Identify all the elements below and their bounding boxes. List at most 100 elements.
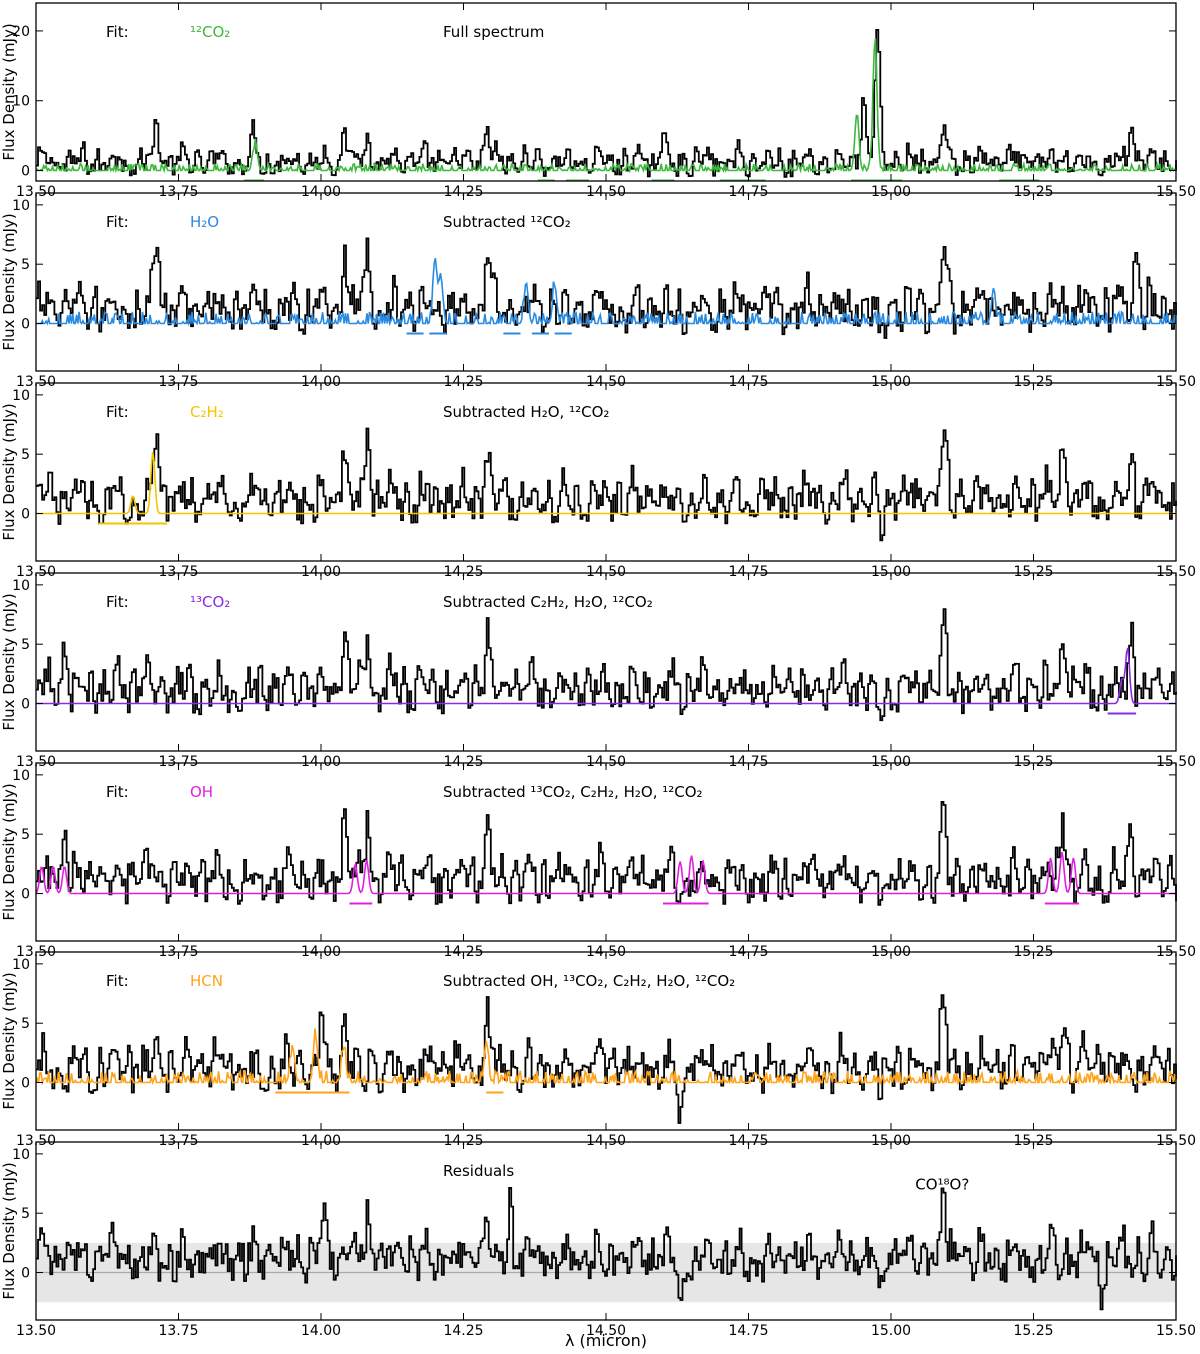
x-tick-label: 13.75 (158, 184, 198, 200)
fit-prefix: Fit: (106, 403, 129, 421)
x-tick-label: 15.50 (1156, 754, 1196, 770)
panel-title: Subtracted ¹³CO₂, C₂H₂, H₂O, ¹²CO₂ (443, 783, 703, 801)
x-tick-label: 13.50 (16, 374, 56, 390)
fit-species-label: ¹²CO₂ (190, 23, 230, 41)
model-fit-line (35, 851, 1176, 895)
x-tick-label: 14.00 (301, 184, 341, 200)
y-tick-label: 5 (21, 257, 30, 273)
y-tick-label: 0 (21, 164, 30, 180)
x-tick-label: 15.50 (1156, 1133, 1196, 1149)
y-tick-label: 10 (12, 957, 30, 973)
fit-species-label: C₂H₂ (190, 403, 224, 421)
x-tick-label: 13.50 (16, 1323, 56, 1339)
y-axis-label: Flux Density (mJy) (0, 23, 18, 160)
model-fit-line (36, 451, 1176, 515)
y-tick-label: 20 (12, 24, 30, 40)
model-fit-line (36, 258, 1177, 327)
x-tick-label: 15.50 (1156, 374, 1196, 390)
x-tick-label: 15.00 (871, 564, 911, 580)
y-tick-label: 5 (21, 1016, 30, 1032)
fit-species-label: OH (190, 783, 213, 801)
x-axis-label: λ (micron) (565, 1331, 647, 1350)
x-tick-label: 15.25 (1013, 1323, 1053, 1339)
x-tick-label: 14.50 (586, 1323, 626, 1339)
x-tick-label: 15.00 (871, 1323, 911, 1339)
panel-5: Fit: OH Subtracted ¹³CO₂, C₂H₂, H₂O, ¹²CO₂… (0, 762, 1196, 960)
observed-spectrum (36, 29, 1177, 178)
fit-prefix: Fit: (106, 23, 129, 41)
y-axis-label: Flux Density (mJy) (0, 972, 18, 1109)
model-fit-line (35, 38, 1177, 174)
x-tick-label: 13.50 (16, 564, 56, 580)
y-tick-label: 10 (12, 768, 30, 784)
x-tick-label: 14.25 (443, 754, 483, 770)
y-tick-label: 10 (12, 1147, 30, 1163)
y-tick-label: 0 (21, 1076, 30, 1092)
x-tick-label: 15.25 (1013, 374, 1053, 390)
observed-spectrum (36, 608, 1177, 722)
panel-6: Fit: HCN Subtracted OH, ¹³CO₂, C₂H₂, H₂O, … (0, 951, 1196, 1149)
y-tick-label: 5 (21, 827, 30, 843)
x-tick-label: 13.50 (16, 754, 56, 770)
fit-species-label: HCN (190, 972, 223, 990)
x-tick-label: 14.25 (443, 374, 483, 390)
x-tick-label: 14.00 (301, 374, 341, 390)
y-tick-label: 5 (21, 1206, 30, 1222)
y-tick-label: 10 (12, 94, 30, 110)
fit-prefix: Fit: (106, 783, 129, 801)
x-tick-label: 14.75 (728, 184, 768, 200)
y-axis-label: Flux Density (mJy) (0, 403, 18, 540)
x-tick-label: 14.00 (301, 564, 341, 580)
y-tick-label: 0 (21, 317, 30, 333)
y-axis-label: Flux Density (mJy) (0, 1162, 18, 1299)
panel-title: Residuals (443, 1162, 514, 1180)
x-tick-label: 14.25 (443, 564, 483, 580)
y-axis-label: Flux Density (mJy) (0, 593, 18, 730)
panel-title: Full spectrum (443, 23, 544, 41)
x-tick-label: 14.50 (586, 1133, 626, 1149)
fit-prefix: Fit: (106, 213, 129, 231)
fit-prefix: Fit: (106, 972, 129, 990)
model-fit-line (35, 1028, 1177, 1086)
fit-species-label: ¹³CO₂ (190, 593, 230, 611)
y-axis-label: Flux Density (mJy) (0, 783, 18, 920)
x-tick-label: 13.50 (16, 1133, 56, 1149)
x-tick-label: 15.50 (1156, 564, 1196, 580)
x-tick-label: 13.75 (158, 1133, 198, 1149)
panel-title: Subtracted C₂H₂, H₂O, ¹²CO₂ (443, 593, 653, 611)
x-tick-label: 14.75 (728, 1133, 768, 1149)
x-tick-label: 15.25 (1013, 1133, 1053, 1149)
x-tick-label: 14.00 (301, 1323, 341, 1339)
x-tick-label: 13.75 (158, 1323, 198, 1339)
y-tick-label: 10 (12, 578, 30, 594)
x-tick-label: 14.50 (586, 184, 626, 200)
x-tick-label: 14.25 (443, 184, 483, 200)
panel-1: Fit: ¹²CO₂ Full spectrum 13.50 13.75 14.00 14.… (0, 2, 1196, 200)
x-tick-label: 15.00 (871, 1133, 911, 1149)
x-tick-label: 13.75 (158, 564, 198, 580)
observed-spectrum (36, 1187, 1177, 1311)
annotation-co18o: CO¹⁸O? (915, 1175, 969, 1193)
y-tick-label: 0 (21, 697, 30, 713)
panel-title: Subtracted H₂O, ¹²CO₂ (443, 403, 609, 421)
y-tick-label: 0 (21, 887, 30, 903)
panel-7: Residuals CO¹⁸O? 13.50 13.75 14.00 14.25 14.50… (0, 1141, 1196, 1339)
x-tick-label: 13.50 (16, 184, 56, 200)
x-tick-label: 14.25 (443, 1133, 483, 1149)
x-tick-label: 15.50 (1156, 184, 1196, 200)
y-tick-label: 10 (12, 388, 30, 404)
x-tick-label: 14.50 (586, 754, 626, 770)
x-tick-label: 15.50 (1156, 1323, 1196, 1339)
x-tick-label: 14.75 (728, 754, 768, 770)
x-tick-label: 13.75 (158, 754, 198, 770)
y-tick-label: 0 (21, 1266, 30, 1282)
panel-2: Fit: H₂O Subtracted ¹²CO₂ 13.50 13.75 14.00 14… (0, 192, 1196, 390)
fit-prefix: Fit: (106, 593, 129, 611)
x-tick-label: 15.25 (1013, 754, 1053, 770)
panel-title: Subtracted ¹²CO₂ (443, 213, 571, 231)
y-tick-label: 0 (21, 507, 30, 523)
x-tick-label: 14.50 (586, 374, 626, 390)
observed-spectrum (36, 994, 1177, 1124)
x-tick-label: 15.25 (1013, 184, 1053, 200)
